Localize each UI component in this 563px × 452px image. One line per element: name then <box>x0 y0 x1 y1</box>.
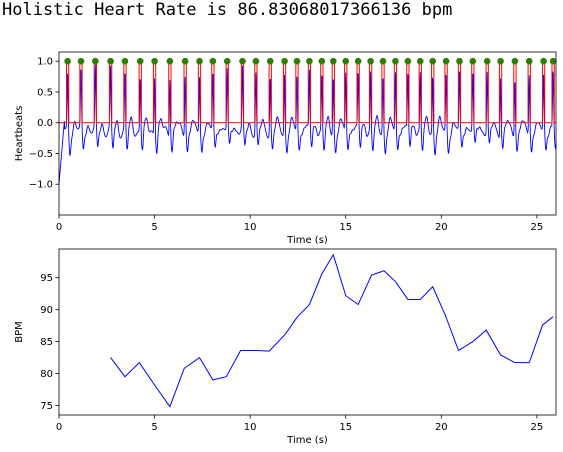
peak-marker <box>354 57 362 65</box>
peak-marker <box>318 57 326 65</box>
peak-marker <box>416 57 424 65</box>
y-tick-label: 0.0 <box>37 118 53 129</box>
peak-marker <box>181 57 189 65</box>
peak-marker <box>483 57 491 65</box>
y-axis-label: Heartbeats <box>14 106 25 162</box>
y-tick-label: 95 <box>40 273 53 284</box>
plot-frame <box>58 51 557 216</box>
peak-marker <box>392 57 399 65</box>
x-tick-label: 15 <box>339 422 352 433</box>
page-title: Holistic Heart Rate is 86.83068017366136… <box>2 0 453 20</box>
peak-marker <box>497 57 504 65</box>
x-axis-label: Time (s) <box>286 435 328 446</box>
y-tick-label: 80 <box>40 369 53 380</box>
peak-marker <box>196 57 203 65</box>
peak-marker <box>540 57 547 65</box>
y-tick-label: 90 <box>40 305 53 316</box>
peak-marker <box>525 57 533 65</box>
peak-marker <box>121 57 129 65</box>
peak-marker <box>429 57 437 65</box>
y-tick-label: 85 <box>40 337 53 348</box>
peak-marker <box>209 57 217 65</box>
peak-marker <box>239 57 246 65</box>
peak-marker <box>549 57 557 65</box>
peak-marker <box>92 57 99 65</box>
peak-marker <box>107 57 114 65</box>
peak-marker <box>64 57 71 65</box>
peak-marker <box>379 57 387 65</box>
x-tick-label: 5 <box>151 222 157 233</box>
y-tick-label: −1.0 <box>29 180 53 191</box>
peak-marker <box>293 57 301 65</box>
peak-marker <box>306 57 313 65</box>
x-tick-label: 10 <box>244 222 257 233</box>
peak-marker <box>266 57 274 65</box>
x-tick-label: 25 <box>531 422 544 433</box>
peak-marker <box>456 57 463 65</box>
peak-marker <box>166 57 174 65</box>
peak-marker <box>342 57 350 65</box>
peak-marker <box>223 57 231 65</box>
peak-pulse-line <box>59 60 556 124</box>
peak-marker <box>136 57 144 65</box>
peak-marker <box>511 57 519 65</box>
x-tick-label: 20 <box>435 422 448 433</box>
x-tick-label: 25 <box>531 222 544 233</box>
x-tick-label: 5 <box>151 422 157 433</box>
x-axis-label: Time (s) <box>286 235 328 246</box>
peak-marker <box>442 57 450 65</box>
peak-marker <box>330 57 337 65</box>
y-tick-label: 0.5 <box>37 87 53 98</box>
x-tick-label: 10 <box>244 422 257 433</box>
peak-marker <box>252 57 260 65</box>
peak-marker <box>367 57 374 65</box>
peak-marker <box>151 57 158 65</box>
x-tick-label: 15 <box>339 222 352 233</box>
plot-frame <box>58 248 557 416</box>
heartbeat-chart: 0 5 10 15 20 25 1.0 0.5 0.0 −0.5 −1.0 Time (s) Heart… <box>14 51 557 246</box>
y-tick-label: 1.0 <box>37 57 53 68</box>
bpm-chart: 0 5 10 15 20 25 75 80 85 90 95 Time (s) BPM <box>14 248 557 446</box>
bpm-line <box>110 253 554 408</box>
y-tick-label: 75 <box>40 401 53 412</box>
heartbeat-signal-line <box>58 64 557 185</box>
peak-marker <box>469 57 477 65</box>
peak-marker <box>77 57 85 65</box>
x-tick-label: 20 <box>435 222 448 233</box>
x-tick-label: 0 <box>56 422 62 433</box>
peak-marker <box>404 57 412 65</box>
y-tick-label: −0.5 <box>29 149 53 160</box>
peak-marker <box>281 57 288 65</box>
y-axis-label: BPM <box>14 321 25 343</box>
x-tick-label: 0 <box>56 222 62 233</box>
